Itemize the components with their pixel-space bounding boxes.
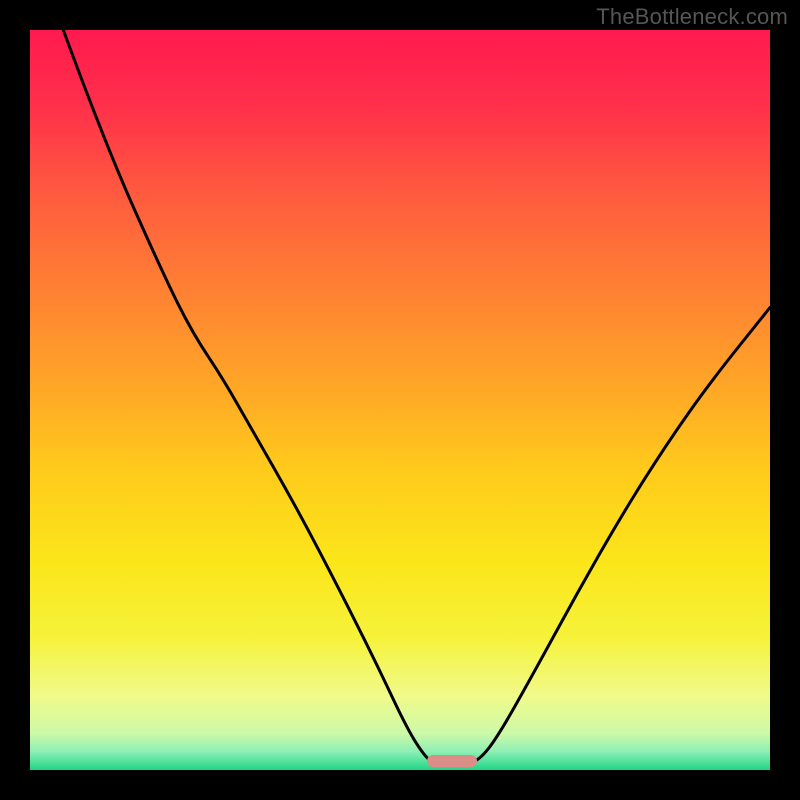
- chart-frame: TheBottleneck.com: [0, 0, 800, 800]
- bottom-marker-pill: [427, 755, 477, 767]
- bottleneck-curve: [30, 30, 770, 770]
- watermark-text: TheBottleneck.com: [596, 4, 788, 30]
- plot-area: [30, 30, 770, 770]
